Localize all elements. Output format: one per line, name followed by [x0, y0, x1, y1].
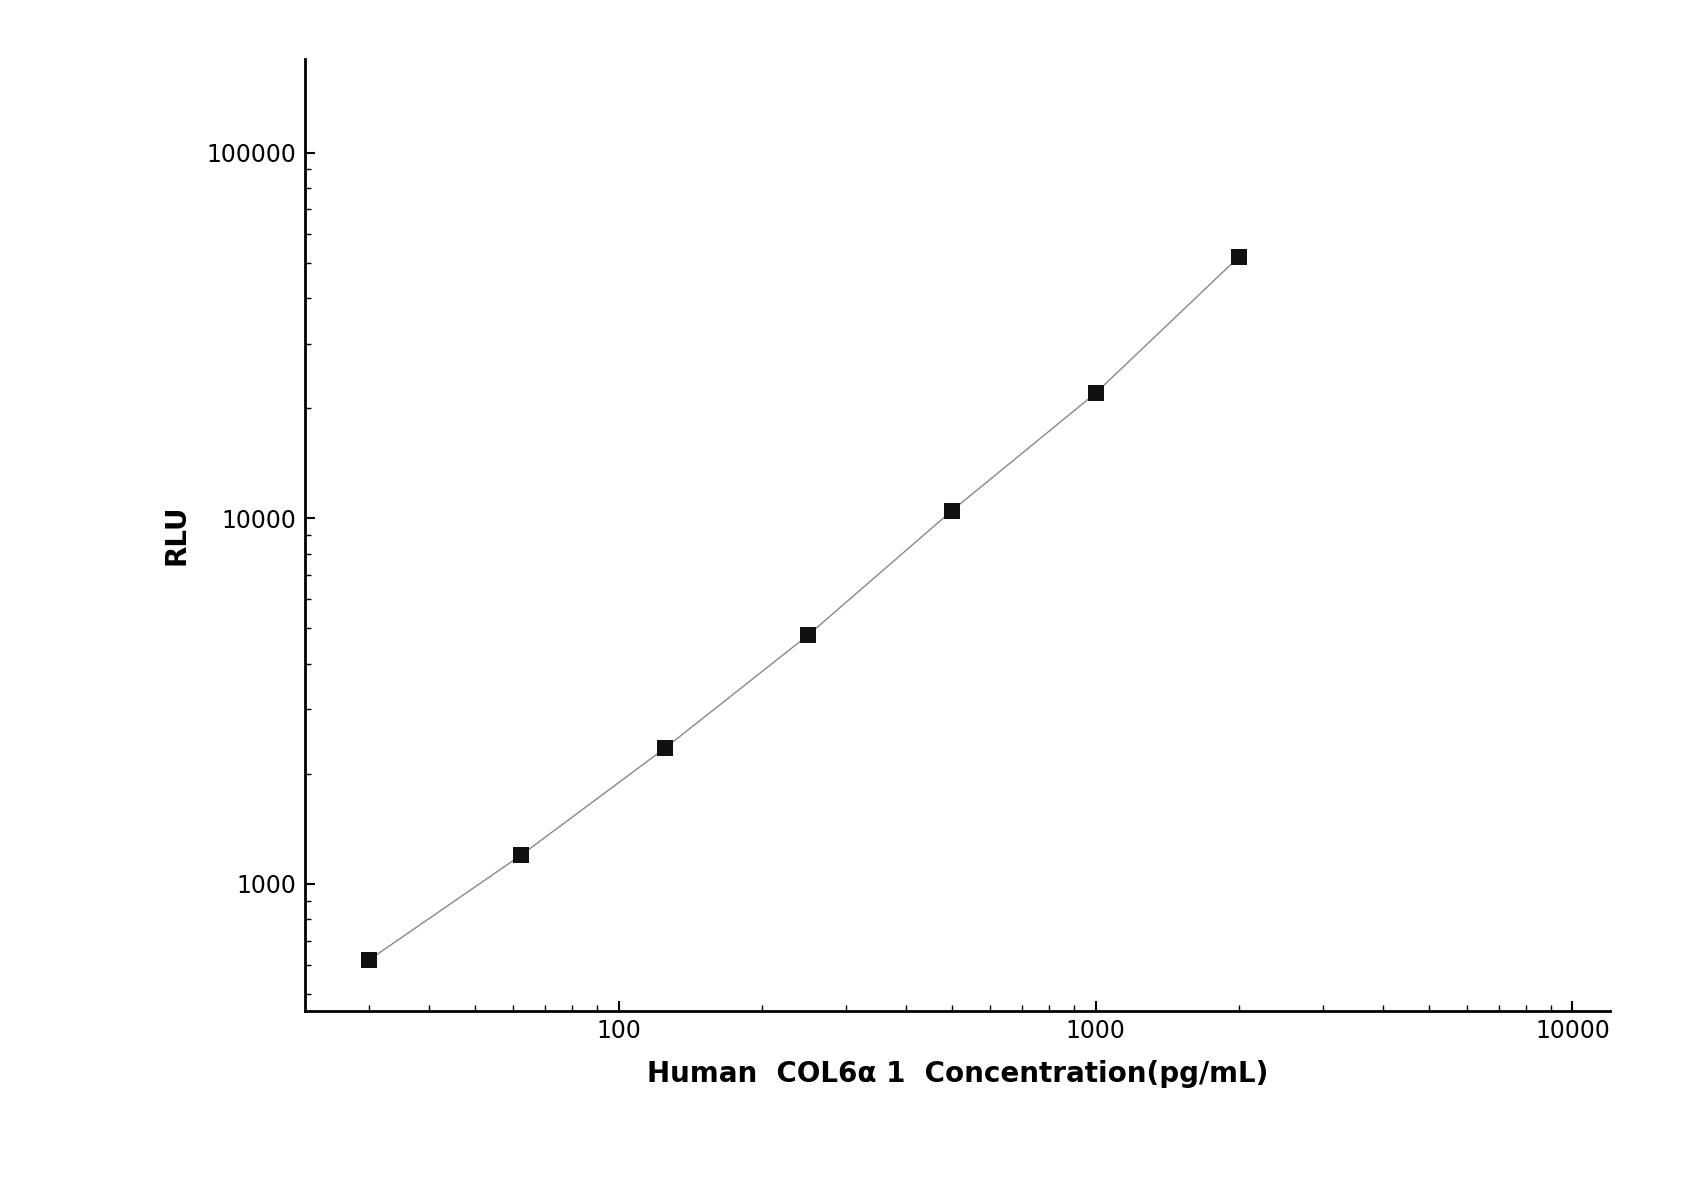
Point — [1081, 384, 1109, 403]
X-axis label: Human  COL6α 1  Concentration(pg/mL): Human COL6α 1 Concentration(pg/mL) — [647, 1059, 1268, 1088]
Point — [356, 950, 383, 969]
Point — [508, 845, 536, 864]
Point — [939, 501, 966, 520]
Y-axis label: RLU: RLU — [163, 505, 190, 565]
Point — [795, 625, 822, 644]
Point — [651, 738, 678, 757]
Point — [1225, 247, 1253, 266]
